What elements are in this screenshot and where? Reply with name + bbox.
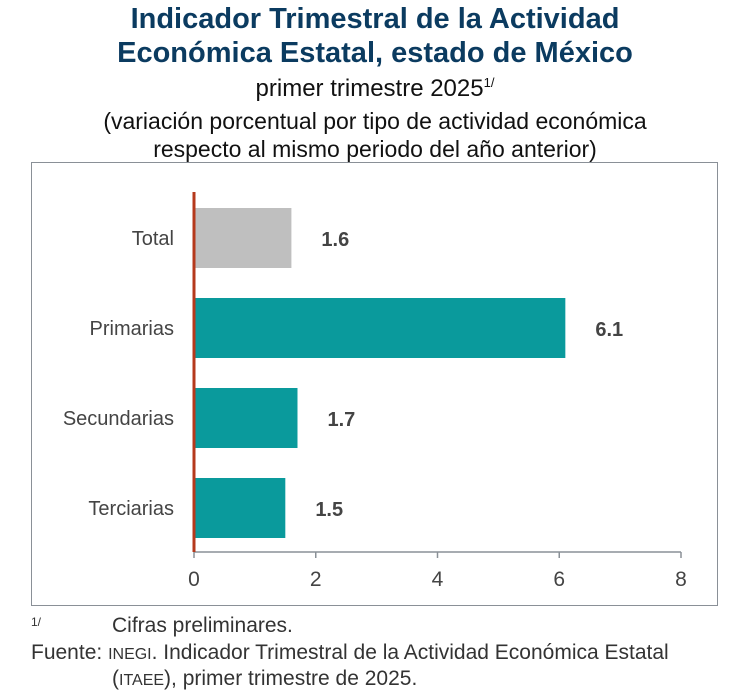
source-abbr: ITAEE bbox=[119, 672, 165, 689]
bar-terciarias bbox=[194, 478, 286, 538]
category-label: Total bbox=[132, 228, 174, 250]
data-label: 1.5 bbox=[315, 499, 343, 521]
data-label: 1.6 bbox=[321, 229, 349, 251]
chart-description-line1: (variación porcentual por tipo de activi… bbox=[103, 108, 647, 134]
bar-primarias bbox=[194, 298, 566, 358]
chart-title-line2: Económica Estatal, estado de México bbox=[117, 37, 633, 69]
x-tick-label: 0 bbox=[188, 568, 200, 591]
chart-subtitle: primer trimestre 20251/ bbox=[0, 75, 750, 103]
chart-description-line2: respecto al mismo periodo del año anteri… bbox=[153, 136, 597, 162]
x-tick-label: 6 bbox=[553, 568, 565, 591]
source-org: INEGI bbox=[108, 646, 152, 663]
source-label: Fuente: bbox=[31, 641, 103, 664]
category-label: Primarias bbox=[90, 318, 174, 340]
source-line2: (ITAEE), primer trimestre de 2025. bbox=[112, 667, 417, 691]
data-label: 1.7 bbox=[327, 409, 355, 431]
x-tick-label: 4 bbox=[432, 568, 444, 591]
source-text: . Indicador Trimestral de la Actividad E… bbox=[151, 641, 669, 664]
source-line2-rest: ), primer trimestre de 2025. bbox=[164, 667, 418, 690]
bar-secundarias bbox=[194, 388, 298, 448]
category-label: Secundarias bbox=[63, 408, 174, 430]
x-tick-label: 2 bbox=[310, 568, 322, 591]
chart-frame bbox=[31, 162, 718, 606]
subtitle-note-mark: 1/ bbox=[483, 75, 495, 90]
footnote-note: Cifras preliminares. bbox=[112, 614, 293, 637]
category-label: Terciarias bbox=[88, 498, 174, 520]
chart-title-line1: Indicador Trimestral de la Actividad bbox=[130, 3, 620, 35]
source-line1: Fuente: INEGI. Indicador Trimestral de l… bbox=[31, 641, 669, 665]
x-tick-label: 8 bbox=[675, 568, 687, 591]
footnote-mark: 1/ bbox=[31, 615, 42, 629]
subtitle-text: primer trimestre 2025 bbox=[255, 75, 484, 102]
data-label: 6.1 bbox=[595, 319, 623, 341]
paren-open: ( bbox=[112, 667, 119, 690]
bar-total bbox=[194, 208, 292, 268]
